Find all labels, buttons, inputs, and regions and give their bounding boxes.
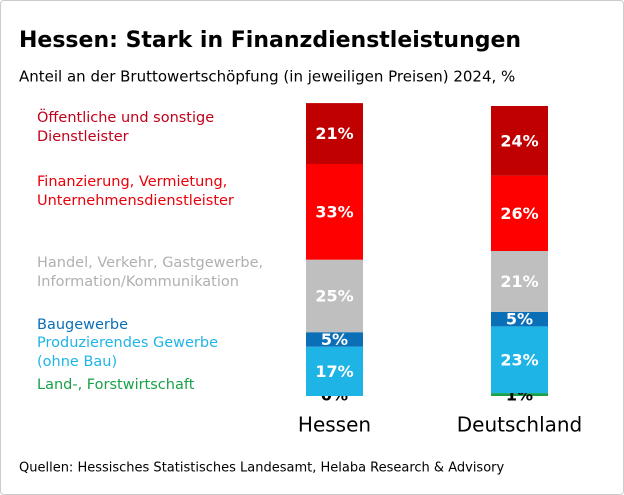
bar-segment [306, 103, 363, 164]
value-label: 26% [500, 204, 538, 223]
bar-segment [491, 175, 548, 251]
value-label: 21% [500, 272, 538, 291]
value-label: 33% [315, 202, 353, 221]
value-label: 5% [506, 310, 533, 329]
legend-entry: Produzierendes Gewerbe (ohne Bau) [37, 335, 219, 370]
bar-segment [306, 332, 363, 347]
source: Quellen: Hessisches Statistisches Landes… [19, 461, 504, 476]
x-tick-label: Deutschland [457, 413, 583, 437]
bar-segment [491, 311, 548, 327]
chart-subtitle: Anteil an der Bruttowertschöpfung (in je… [19, 68, 515, 86]
bar-segment [306, 164, 363, 260]
value-label: 21% [315, 124, 353, 143]
value-label: 23% [500, 350, 538, 369]
legend-entry: Baugewerbe [37, 317, 129, 333]
value-label: 5% [321, 330, 348, 349]
value-label: 25% [315, 286, 353, 305]
bar-segment [306, 259, 363, 333]
value-label: 24% [500, 131, 538, 150]
legend-entry: Land-, Forstwirtschaft [37, 377, 195, 393]
chart-title: Hessen: Stark in Finanzdienstleistungen [19, 28, 521, 53]
legend-entry: Handel, Verkehr, Gastgewerbe, Informatio… [37, 255, 264, 290]
value-label: 17% [315, 362, 353, 381]
bar-segment [491, 106, 548, 176]
bar-segment [491, 393, 548, 396]
bar-segment [491, 251, 548, 312]
x-tick-label: Hessen [298, 413, 371, 437]
legend-entry: Öffentliche und sonstige Dienstleister [37, 110, 215, 145]
legend-entry: Finanzierung, Vermietung, Unternehmensdi… [37, 174, 234, 209]
bar-segment [491, 326, 548, 394]
bar-segment [306, 346, 363, 396]
